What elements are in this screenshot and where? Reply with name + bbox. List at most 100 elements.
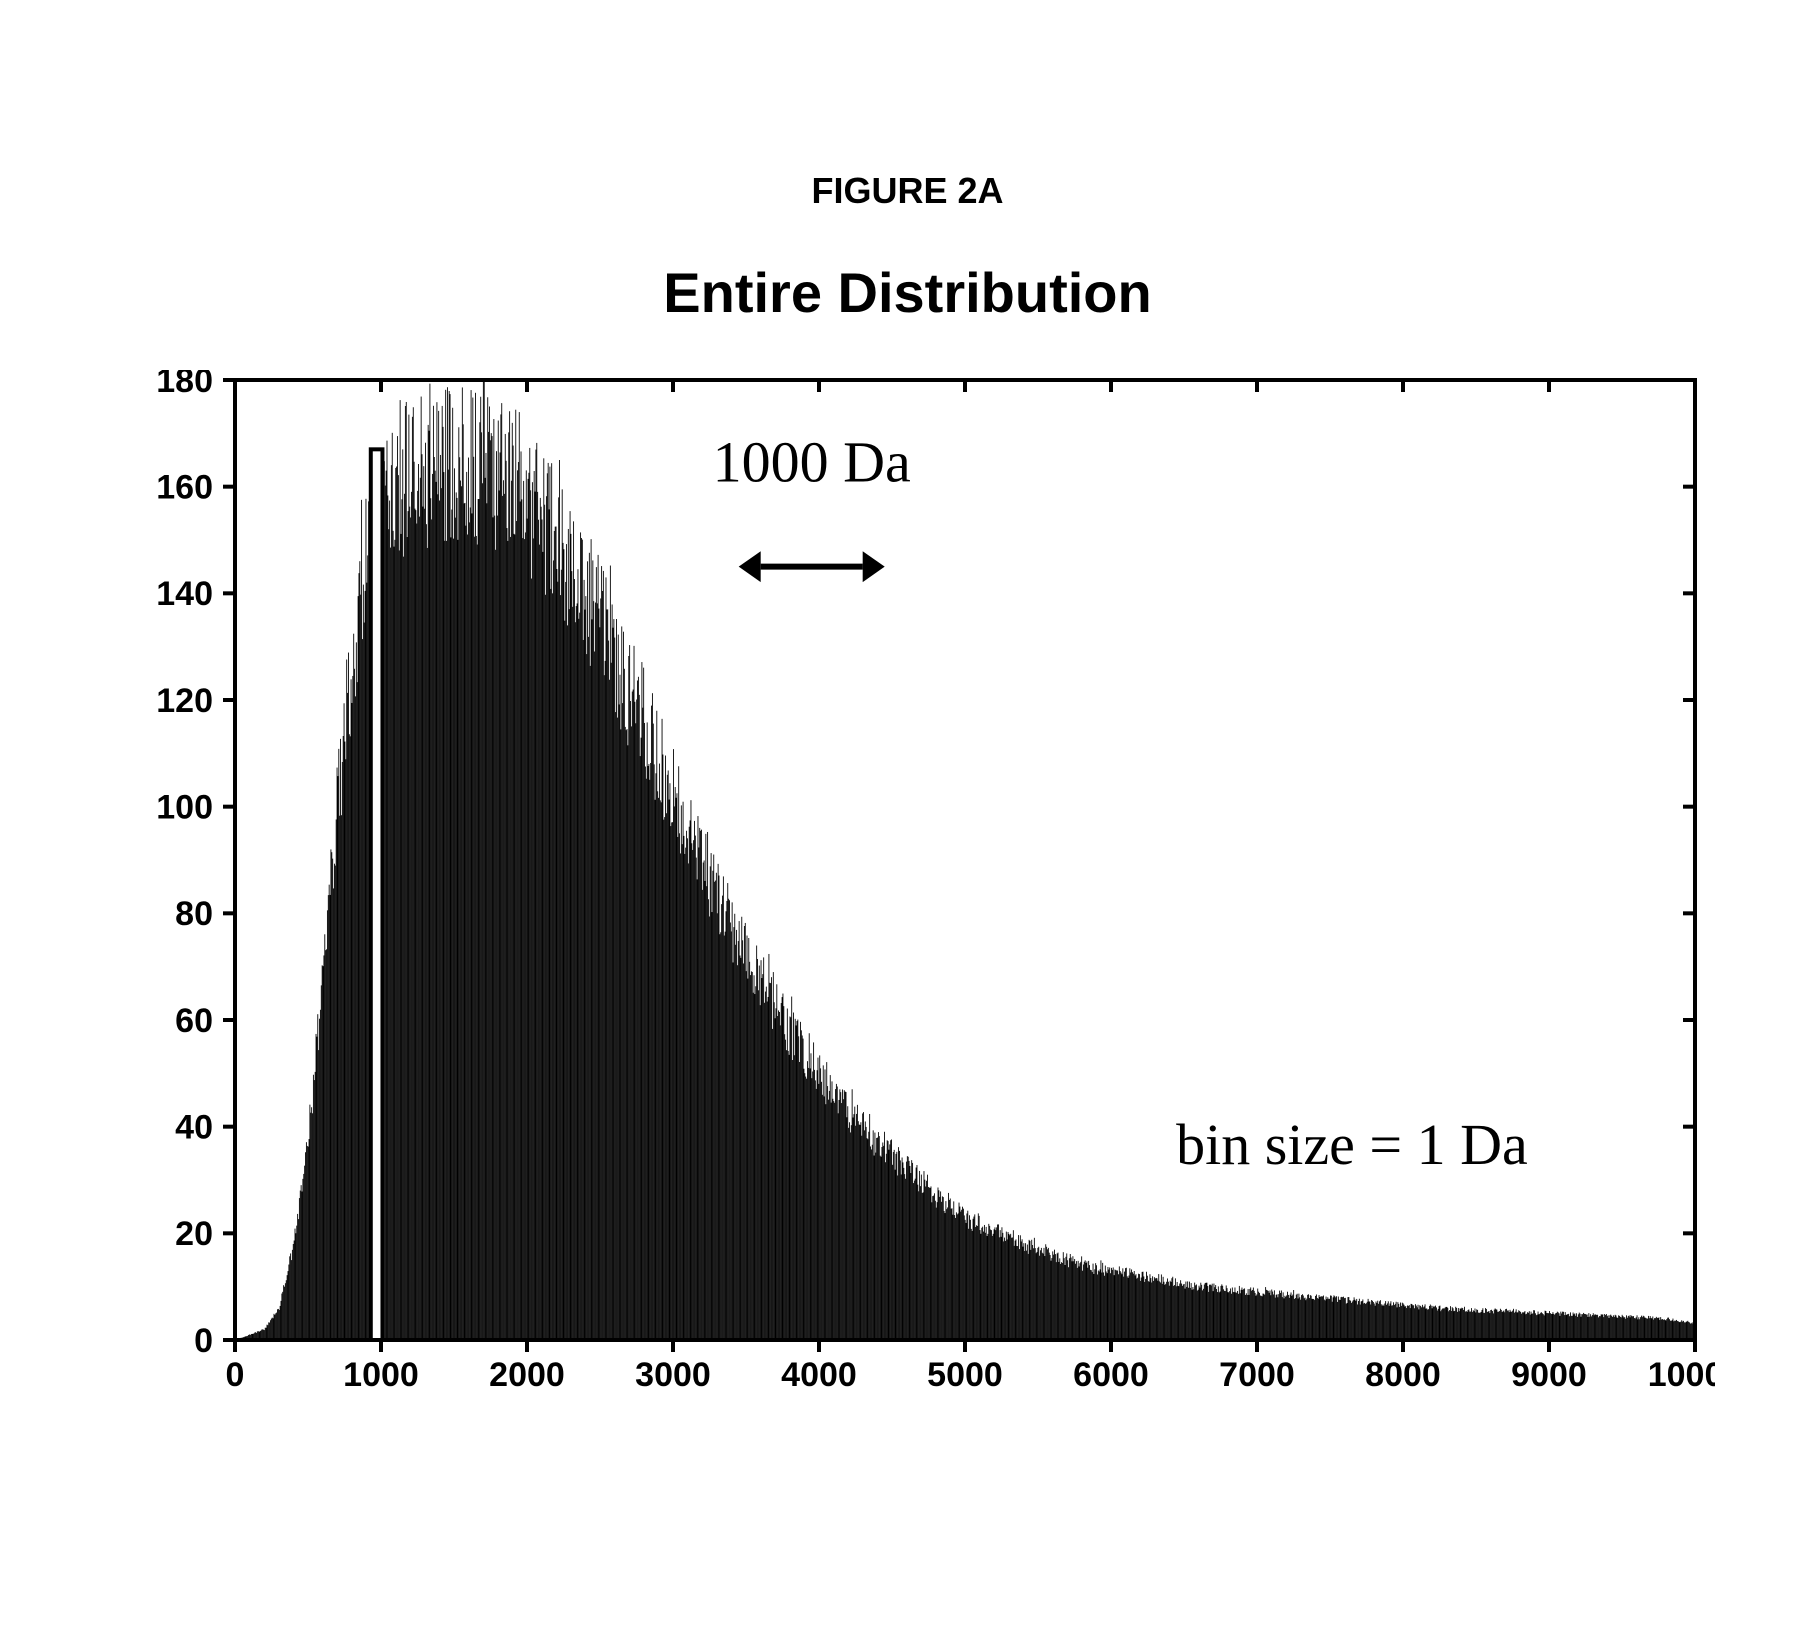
histogram-bar (734, 914, 735, 1340)
x-tick-label: 2000 (489, 1356, 565, 1394)
histogram-bar (453, 539, 454, 1340)
histogram-bar (1227, 1288, 1228, 1340)
histogram-bar (1449, 1310, 1450, 1340)
histogram-bar (1367, 1302, 1368, 1340)
histogram-bar (1018, 1235, 1019, 1340)
histogram-bar (1210, 1285, 1211, 1340)
histogram-bar (587, 561, 588, 1340)
histogram-bar (607, 609, 608, 1340)
histogram-bar (325, 950, 326, 1340)
histogram-bar (1263, 1294, 1264, 1340)
histogram-bar (899, 1151, 900, 1340)
histogram-bar (598, 555, 599, 1340)
histogram-bar (1114, 1275, 1115, 1340)
histogram-bar (645, 767, 646, 1341)
histogram-bar (358, 596, 359, 1340)
histogram-bar (1113, 1267, 1114, 1340)
histogram-bar (778, 1010, 779, 1340)
histogram-bar (1369, 1301, 1370, 1340)
histogram-bar (766, 987, 767, 1340)
histogram-bar (825, 1069, 826, 1340)
histogram-bar (437, 494, 438, 1340)
histogram-bar (270, 1320, 271, 1340)
histogram-bar (1012, 1237, 1013, 1340)
histogram-bar (388, 529, 389, 1340)
histogram-bar (958, 1213, 959, 1340)
histogram-bar (603, 571, 604, 1340)
histogram-bar (819, 1055, 820, 1340)
histogram-bar (998, 1224, 999, 1340)
histogram-bar (795, 1019, 796, 1340)
histogram-bar (597, 603, 598, 1340)
histogram-bar (1296, 1295, 1297, 1340)
histogram-bar (1251, 1291, 1252, 1340)
histogram-bar (548, 463, 549, 1340)
x-tick-label: 4000 (781, 1356, 857, 1394)
histogram-bar (1365, 1304, 1366, 1340)
histogram-bar (1279, 1291, 1280, 1340)
histogram-bar (318, 1050, 319, 1340)
histogram-bar (427, 548, 428, 1340)
histogram-bar (810, 1068, 811, 1340)
histogram-bar (1630, 1317, 1631, 1340)
histogram-bar (744, 926, 745, 1340)
histogram-bar (1546, 1311, 1547, 1340)
histogram-bar (1148, 1281, 1149, 1340)
histogram-bar (491, 433, 492, 1340)
histogram-bar (1651, 1318, 1652, 1340)
histogram-bar (293, 1244, 294, 1340)
histogram-bar (446, 541, 447, 1340)
histogram-bar (500, 414, 501, 1340)
histogram-bar (321, 985, 322, 1340)
histogram-bar (1215, 1285, 1216, 1340)
histogram-bar (688, 863, 689, 1340)
histogram-bar (314, 1080, 315, 1340)
histogram-bar (1320, 1296, 1321, 1340)
histogram-bar (798, 1036, 799, 1340)
histogram-bar (277, 1309, 278, 1340)
histogram-bar (1344, 1298, 1345, 1340)
y-tick-label: 100 (156, 789, 213, 827)
histogram-bar (997, 1224, 998, 1340)
histogram-bar (1428, 1309, 1429, 1340)
histogram-bar (1274, 1290, 1275, 1340)
histogram-bar (341, 815, 342, 1340)
histogram-bar (1685, 1323, 1686, 1340)
histogram-bar (436, 402, 437, 1340)
histogram-bar (289, 1256, 290, 1340)
histogram-bar (393, 531, 394, 1340)
histogram-bar (1120, 1271, 1121, 1340)
histogram-bar (1534, 1310, 1535, 1340)
histogram-bar (786, 1050, 787, 1340)
histogram-bar (539, 545, 540, 1340)
histogram-bar (771, 977, 772, 1340)
histogram-bar (1531, 1312, 1532, 1340)
histogram-bar (805, 1077, 806, 1340)
histogram-bar (1051, 1258, 1052, 1340)
histogram-bar (396, 467, 397, 1341)
histogram-bar (310, 1113, 311, 1340)
histogram-bar (1609, 1315, 1610, 1340)
histogram-bar (807, 1061, 808, 1340)
histogram-bar (821, 1082, 822, 1340)
histogram-bar (768, 954, 769, 1340)
histogram-bar (288, 1271, 289, 1340)
histogram-bar (1203, 1289, 1204, 1340)
histogram-bar (1162, 1284, 1163, 1340)
histogram-bar (552, 593, 553, 1340)
histogram-bar (1098, 1270, 1099, 1340)
histogram-bar (954, 1215, 955, 1340)
histogram-bar (307, 1146, 308, 1340)
histogram-bar (1048, 1248, 1049, 1340)
histogram-bar (1309, 1298, 1310, 1340)
histogram-bar (977, 1226, 978, 1340)
histogram-bar (330, 849, 331, 1340)
histogram-bar (487, 397, 488, 1340)
histogram-bar (724, 936, 725, 1340)
histogram-bar (406, 402, 407, 1340)
histogram-bar (359, 573, 360, 1340)
histogram-bar (1480, 1313, 1481, 1340)
histogram-bar (791, 997, 792, 1340)
histogram-bar (1124, 1272, 1125, 1340)
histogram-bar (733, 962, 734, 1340)
